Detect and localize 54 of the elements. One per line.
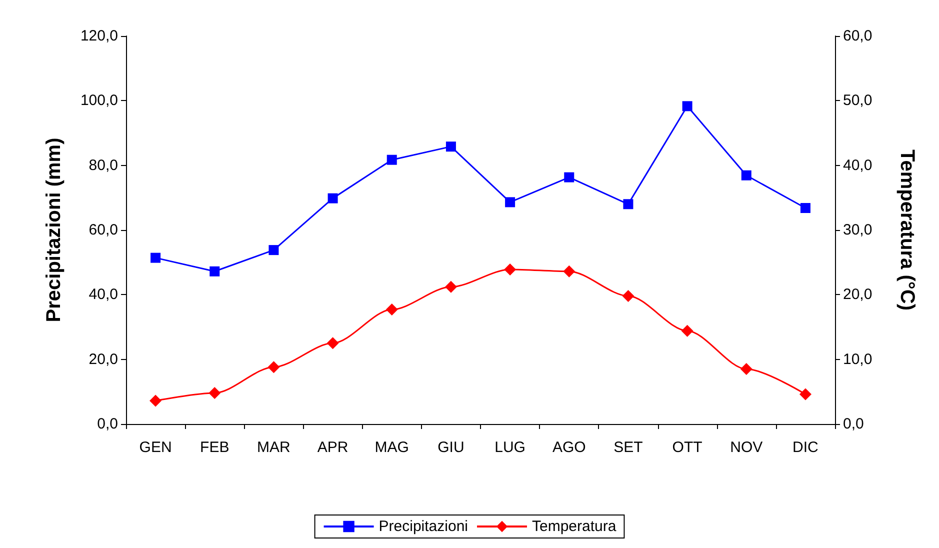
y-axis-title: Precipitazioni (mm) bbox=[43, 138, 65, 322]
y2-axis-title: Temperatura (°C) bbox=[896, 150, 918, 310]
y-tick-label: 0,0 bbox=[97, 416, 118, 432]
point bbox=[799, 388, 812, 400]
point bbox=[386, 304, 398, 316]
y2-tick-label: 50,0 bbox=[843, 92, 872, 110]
x-tick-label: MAR bbox=[257, 439, 291, 456]
x-tick-label: SET bbox=[614, 439, 643, 456]
point bbox=[741, 170, 752, 180]
point bbox=[563, 265, 576, 278]
point bbox=[622, 290, 634, 302]
point bbox=[623, 199, 634, 210]
x-tick-label: OTT bbox=[672, 439, 702, 456]
y-tick-label: 80,0 bbox=[88, 156, 118, 174]
y2-tick-label: 0,0 bbox=[843, 416, 864, 432]
y-tick-label: 20,0 bbox=[88, 350, 118, 368]
y2-tick-label: 10,0 bbox=[843, 350, 872, 368]
x-tick-label: AGO bbox=[552, 439, 586, 456]
y-tick-label: 100,0 bbox=[80, 92, 118, 110]
point bbox=[446, 142, 456, 152]
y-tick-label: 40,0 bbox=[88, 286, 118, 304]
x-tick-label: MAG bbox=[374, 439, 409, 456]
point bbox=[208, 386, 221, 399]
point bbox=[800, 203, 810, 214]
point bbox=[386, 154, 397, 165]
x-tick-label: FEB bbox=[200, 439, 230, 456]
y2-tick-label: 30,0 bbox=[843, 222, 872, 238]
x-tick-label: GEN bbox=[139, 439, 172, 456]
point bbox=[150, 252, 161, 263]
y2-tick-label: 20,0 bbox=[843, 286, 872, 304]
legend-label: Precipitazioni bbox=[378, 518, 468, 535]
y-tick-label: 120,0 bbox=[80, 28, 118, 44]
y-tick-label: 60,0 bbox=[88, 222, 118, 238]
point bbox=[504, 263, 516, 276]
x-tick-label: APR bbox=[317, 439, 348, 456]
point bbox=[682, 101, 692, 112]
point bbox=[681, 324, 694, 337]
point bbox=[268, 245, 279, 256]
point bbox=[268, 361, 280, 374]
point bbox=[444, 280, 457, 293]
y2-tick-label: 40,0 bbox=[843, 156, 872, 174]
legend-label: Temperatura bbox=[532, 518, 617, 535]
x-tick-label: GIU bbox=[438, 439, 464, 456]
point bbox=[150, 394, 162, 407]
x-tick-label: DIC bbox=[792, 439, 819, 456]
point bbox=[328, 193, 338, 204]
x-tick-label: NOV bbox=[730, 439, 763, 456]
point bbox=[740, 363, 752, 376]
point bbox=[210, 266, 220, 276]
x-tick-label: LUG bbox=[494, 439, 526, 456]
point bbox=[564, 172, 574, 182]
point bbox=[326, 337, 339, 350]
y2-tick-label: 60,0 bbox=[843, 28, 872, 44]
point bbox=[505, 197, 516, 208]
